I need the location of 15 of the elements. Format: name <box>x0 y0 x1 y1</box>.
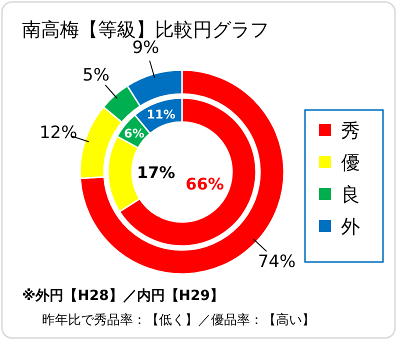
data-label: 12% <box>39 122 78 143</box>
text: ※外円【H28】／内円【H29】 <box>22 288 224 304</box>
chart-title: 南高梅【等級】比較円グラフ <box>22 19 269 41</box>
data-label: 74% <box>258 252 296 272</box>
data-label: 66% <box>186 174 224 194</box>
data-label: 6% <box>124 126 144 140</box>
text: 昨年比で秀品率：【低く】／優品率：【高い】 <box>42 312 315 328</box>
legend-label: 秀 <box>341 120 360 142</box>
legend-label: 優 <box>341 152 360 174</box>
data-label: 17% <box>136 162 176 182</box>
legend-label: 外 <box>341 216 360 238</box>
data-label: 5% <box>82 65 110 86</box>
data-label: 9% <box>132 38 160 58</box>
data-label: 11% <box>146 108 176 122</box>
legend-label: 良 <box>341 184 360 206</box>
